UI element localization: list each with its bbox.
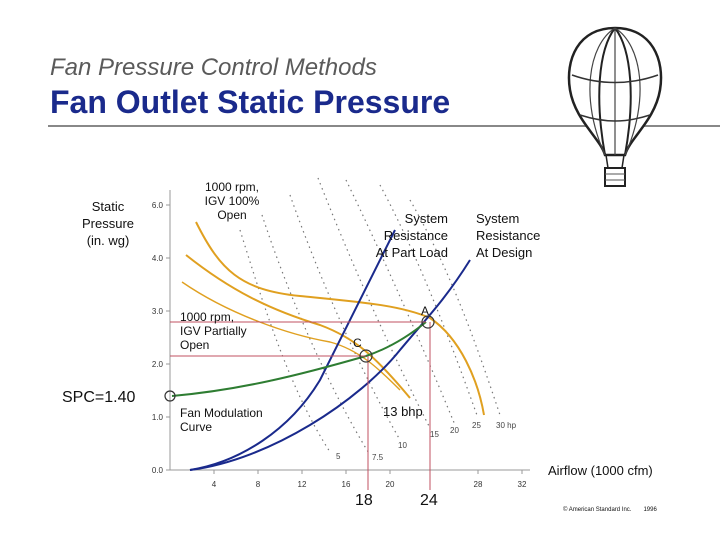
fan-curve-igv-100	[195, 221, 485, 416]
bhp-contours	[239, 177, 501, 456]
annotation-line: 1000 rpm,	[204, 180, 260, 194]
point-c-label: C	[353, 336, 362, 350]
y-axis-label-line: Pressure	[81, 216, 135, 231]
annotation-line: At Part Load	[375, 245, 448, 260]
annotation-line: System	[476, 211, 520, 226]
y-tick-label: 0.0	[152, 466, 164, 475]
y-tick-label: 1.0	[152, 413, 164, 422]
x-ticks: 4 8 12 16 20 28 32	[212, 470, 527, 489]
x-tick-label: 20	[386, 480, 395, 489]
annotation-fan-modulation: Fan Modulation Curve	[180, 406, 280, 434]
x-tick-label: 12	[298, 480, 307, 489]
copyright-text: © American Standard Inc.	[563, 507, 632, 513]
fan-curve-igv-partial	[185, 254, 411, 399]
annotation-line: 1000 rpm,	[180, 310, 235, 324]
bhp-contour	[409, 199, 501, 416]
x-tick-label: 4	[212, 480, 217, 489]
y-tick-label: 3.0	[152, 307, 164, 316]
annotation-line: System	[404, 211, 448, 226]
x-tick-label: 32	[518, 480, 527, 489]
slide-title: Fan Outlet Static Pressure	[50, 84, 451, 120]
annotation-line: At Design	[476, 245, 533, 260]
y-axis-label: Static Pressure (in. wg)	[66, 198, 150, 249]
x-axis-label: Airflow (1000 cfm)	[548, 463, 653, 478]
y-ticks: 6.0 4.0 3.0 2.0 1.0 0.0	[152, 201, 170, 475]
bhp-label: 30 hp	[496, 421, 517, 430]
bhp-label: 25	[472, 421, 481, 430]
bhp-label: 20	[450, 426, 459, 435]
annotation-line: Resistance	[383, 228, 448, 243]
title-divider	[48, 125, 720, 127]
y-tick-label: 6.0	[152, 201, 164, 210]
annotation-system-part-load: System Resistance At Part Load	[358, 210, 448, 261]
copyright-year: 1996	[643, 507, 657, 513]
bhp-contour	[379, 184, 479, 419]
annotation-fan-full: 1000 rpm, IGV 100% Open	[196, 180, 268, 222]
bhp-label: 15	[430, 430, 439, 439]
y-axis-label-line: (in. wg)	[86, 233, 130, 248]
bhp-label: 5	[336, 452, 341, 461]
y-tick-label: 2.0	[152, 360, 164, 369]
annotation-line: Open	[217, 208, 247, 222]
y-axis-label-line: Static	[91, 199, 125, 214]
annotation-fan-partial: 1000 rpm, IGV Partially Open	[180, 310, 260, 352]
point-a-marker	[421, 315, 435, 329]
copyright-notice: © American Standard Inc. 1996	[563, 507, 657, 513]
x-tick-label: 16	[342, 480, 351, 489]
balloon-icon	[567, 26, 663, 187]
x-marker-c-label: 18	[355, 492, 373, 509]
bhp-contour	[289, 194, 401, 441]
system-curve-part-load	[189, 229, 396, 471]
annotation-line: Resistance	[476, 228, 541, 243]
bhp-label: 7.5	[372, 453, 384, 462]
point-c-marker	[359, 349, 373, 363]
annotation-line: Open	[180, 338, 210, 352]
bhp-contour	[317, 177, 431, 429]
fan-modulation-curve	[171, 321, 427, 397]
x-marker-a-label: 24	[420, 492, 438, 509]
bhp-label: 10	[398, 441, 407, 450]
annotation-line: Fan Modulation	[180, 406, 263, 420]
system-curve-design	[189, 259, 471, 471]
y-tick-label: 4.0	[152, 254, 164, 263]
fan-curve-inner	[181, 281, 401, 391]
annotation-line: Curve	[180, 420, 213, 434]
x-tick-label: 28	[474, 480, 483, 489]
spc-label: SPC=1.40	[62, 389, 136, 406]
annotation-13-bhp: 13 bhp	[383, 404, 423, 419]
spc-marker	[164, 390, 176, 402]
annotation-line: IGV 100%	[204, 194, 260, 208]
point-a-label: A	[421, 304, 429, 318]
slide-subtitle: Fan Pressure Control Methods	[50, 54, 377, 81]
annotation-system-design: System Resistance At Design	[476, 210, 566, 261]
x-tick-label: 8	[256, 480, 261, 489]
annotation-line: IGV Partially	[180, 324, 247, 338]
